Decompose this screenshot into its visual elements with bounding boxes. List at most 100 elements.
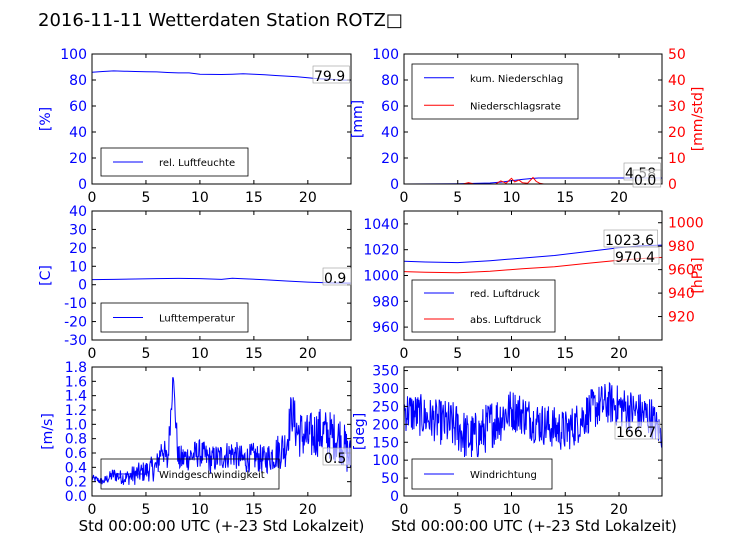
legend-label: Windrichtung [470, 470, 537, 481]
x-tick-label: 10 [503, 502, 521, 518]
y-tick-label: 1.6 [65, 374, 87, 390]
x-axis-label: Std 00:00:00 UTC (+-23 Std Lokalzeit) [79, 517, 365, 535]
axes-frame [91, 53, 352, 185]
y-tick-label: 300 [372, 382, 399, 398]
y-tick-label: -30 [64, 333, 87, 349]
y-tick-label: 40 [381, 125, 399, 141]
y2-tick-label: 10 [668, 151, 686, 167]
y-tick-label: 1020 [363, 243, 399, 259]
panel-winddirection: 0 5 10 15 20050100150200250300350[deg]Windri… [352, 364, 677, 535]
y-tick-label: 1000 [363, 269, 399, 285]
x-tick-label: 0 [88, 346, 97, 362]
axes-frame [403, 366, 663, 497]
value-label: 1023.6 [605, 233, 654, 249]
y-tick-label: 0 [390, 489, 399, 505]
legend-box [411, 458, 553, 490]
y2-tick-label: 1000 [668, 216, 704, 232]
y2-tick-label: 0 [668, 177, 677, 193]
panel-temperature: 0 5 10 15 20 -30 -20 -10 0 10 20 30 40 [C] Lufttempera… [38, 204, 352, 362]
legend-label: rel. Luftfeuchte [159, 158, 235, 169]
y-tick-label: 20 [69, 241, 87, 257]
value-label-box [322, 447, 352, 466]
y-axis-label: [m/s] [40, 413, 56, 450]
legend-box [100, 147, 249, 177]
y-tick-label: 150 [372, 435, 399, 451]
series-line-windspeed-0 [92, 377, 351, 485]
y-axis-label: [deg] [352, 413, 368, 450]
value-label: 970.4 [615, 250, 655, 266]
y-tick-label: 40 [69, 125, 87, 141]
x-tick-label: 0 [400, 346, 409, 362]
y-tick-label: 250 [372, 399, 399, 415]
y-tick-label: 0.4 [65, 460, 87, 476]
y2-tick-label: 40 [668, 73, 686, 89]
y-tick-label: 80 [69, 73, 87, 89]
value-label-box [322, 267, 352, 286]
y-tick-label: -10 [64, 296, 87, 312]
value-label: 79.9 [314, 69, 345, 85]
y2-axis-label: [mm/std] [690, 87, 706, 152]
x-tick-label: 20 [610, 190, 628, 206]
legend-box [100, 302, 249, 333]
x-tick-label: 10 [191, 502, 209, 518]
value-label-box [632, 169, 662, 188]
value-label: 0.5 [324, 451, 346, 467]
x-tick-label: 0 [400, 190, 409, 206]
y-tick-label: 20 [381, 151, 399, 167]
x-tick-label: 20 [299, 502, 317, 518]
x-tick-label: 10 [191, 190, 209, 206]
value-label: 166.7 [616, 425, 656, 441]
x-tick-label: 15 [245, 346, 263, 362]
legend-label: abs. Luftdruck [470, 315, 541, 326]
figure-title: 2016-11-11 Wetterdaten Station ROTZ□ [38, 10, 403, 31]
y-tick-label: 60 [69, 99, 87, 115]
value-label-box [613, 246, 660, 265]
y-tick-label: 0.0 [65, 489, 87, 505]
y-tick-label: 0 [390, 177, 399, 193]
legend-label: Windgeschwindigkeit [159, 470, 265, 481]
y-tick-label: 100 [372, 453, 399, 469]
x-tick-label: 0 [88, 502, 97, 518]
x-tick-label: 20 [610, 502, 628, 518]
y2-tick-label: 20 [668, 125, 686, 141]
legend-label: kum. Niederschlag [470, 74, 563, 85]
y-tick-label: 980 [372, 294, 399, 310]
series-line-humidity-0 [92, 70, 351, 81]
x-tick-label: 15 [556, 502, 574, 518]
value-label: 0.9 [324, 271, 346, 287]
x-tick-label: 15 [245, 502, 263, 518]
series-line-temperature-0 [92, 277, 351, 284]
panel-pressure: 0 5 10 15 20 960 980 1000 1020 1040 920 940 960 980 10… [363, 210, 706, 362]
x-tick-label: 5 [141, 502, 150, 518]
y-axis-label: [C] [38, 265, 54, 286]
series-line-precipitation-0 [404, 177, 662, 184]
y-axis-label: [%] [38, 107, 54, 131]
y-tick-label: 10 [69, 259, 87, 275]
x-axis-label: Std 00:00:00 UTC (+-23 Std Lokalzeit) [391, 517, 677, 535]
y-tick-label: 1.8 [65, 360, 87, 376]
y-tick-label: 0 [78, 177, 87, 193]
legend-label: red. Luftdruck [470, 289, 540, 300]
panel-windspeed: 0 5 10 15 20 0.00.20.40.60.81.01.21.41.61.8 [m… [40, 360, 364, 535]
y-tick-label: -20 [64, 315, 87, 331]
x-tick-label: 5 [453, 346, 462, 362]
y2-tick-label: 980 [668, 239, 695, 255]
x-tick-label: 15 [556, 346, 574, 362]
y-tick-label: 1040 [363, 217, 399, 233]
x-tick-label: 5 [141, 190, 150, 206]
y-tick-label: 200 [372, 417, 399, 433]
y-tick-label: 0.6 [65, 446, 87, 462]
x-tick-label: 10 [503, 190, 521, 206]
y-tick-label: 100 [60, 47, 87, 63]
y-tick-label: 0.8 [65, 432, 87, 448]
legend-box [411, 63, 579, 120]
y-tick-label: 0 [78, 278, 87, 294]
y-tick-label: 1.2 [65, 403, 87, 419]
y2-tick-label: 30 [668, 99, 686, 115]
y2-tick-label: 920 [668, 310, 695, 326]
y-tick-label: 50 [381, 471, 399, 487]
y-tick-label: 40 [69, 204, 87, 220]
x-tick-label: 20 [299, 190, 317, 206]
axes-frame [403, 53, 663, 185]
